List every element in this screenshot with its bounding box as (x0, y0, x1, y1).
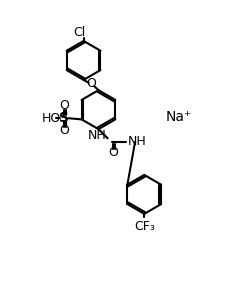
Text: O: O (86, 77, 96, 90)
Text: O: O (60, 124, 69, 137)
Text: O: O (60, 99, 69, 112)
Text: O: O (108, 145, 118, 158)
Text: CF₃: CF₃ (134, 220, 155, 233)
Text: S: S (60, 111, 69, 125)
Text: Cl: Cl (73, 26, 86, 39)
Text: NH: NH (128, 135, 147, 148)
Text: Na⁺: Na⁺ (166, 109, 192, 124)
Text: NH: NH (88, 130, 107, 143)
Text: HO: HO (41, 112, 61, 125)
